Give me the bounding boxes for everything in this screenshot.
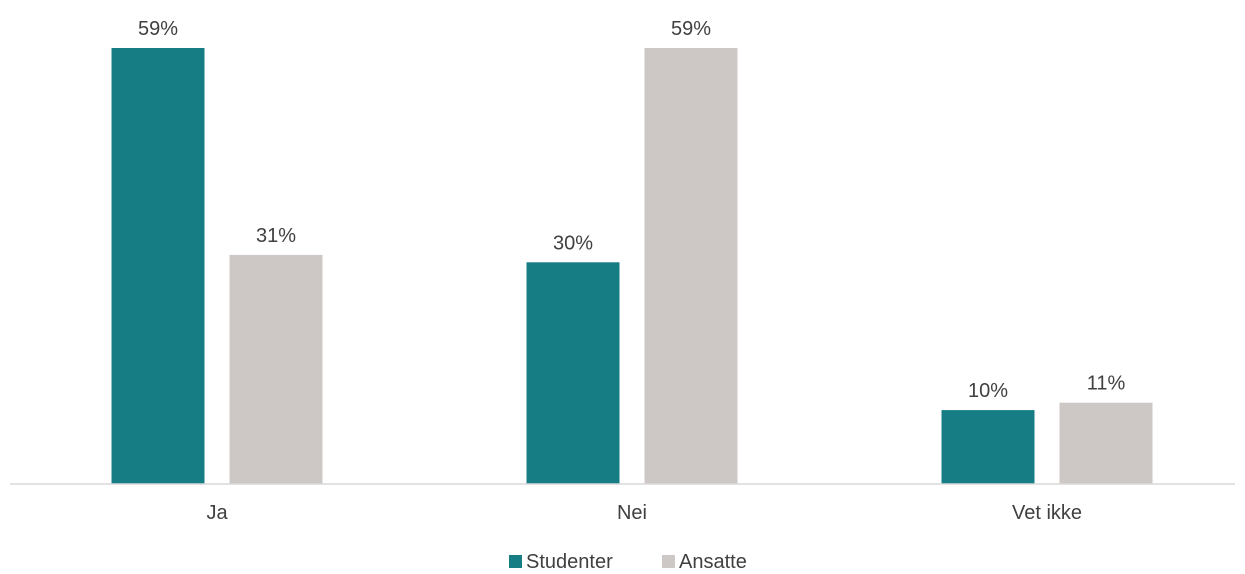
- bar-ansatte-vet-ikke: [1059, 402, 1153, 484]
- bar-studenter-vet-ikke: [941, 410, 1035, 484]
- legend-label-studenter: Studenter: [526, 551, 613, 573]
- legend-label-ansatte: Ansatte: [679, 551, 747, 573]
- bars-group: 59% 31% 30% 59% 10% 11%: [111, 18, 1153, 484]
- category-label-nei: Nei: [617, 502, 647, 524]
- category-label-vet-ikke: Vet ikke: [1012, 502, 1082, 524]
- category-labels: Ja Nei Vet ikke: [206, 502, 1082, 524]
- value-label-studenter-vet-ikke: 10%: [968, 380, 1008, 402]
- legend-swatch-studenter: [509, 555, 522, 568]
- category-label-ja: Ja: [206, 502, 228, 524]
- legend: Studenter Ansatte: [509, 551, 747, 573]
- bar-studenter-nei: [526, 262, 620, 484]
- value-label-ansatte-vet-ikke: 11%: [1087, 373, 1126, 395]
- bar-ansatte-ja: [229, 254, 323, 484]
- value-label-ansatte-nei: 59%: [671, 18, 711, 40]
- legend-swatch-ansatte: [662, 555, 675, 568]
- bar-ansatte-nei: [644, 48, 738, 484]
- value-label-studenter-ja: 59%: [138, 18, 178, 40]
- value-label-ansatte-ja: 31%: [256, 225, 296, 247]
- bar-studenter-ja: [111, 48, 205, 484]
- value-label-studenter-nei: 30%: [553, 232, 593, 254]
